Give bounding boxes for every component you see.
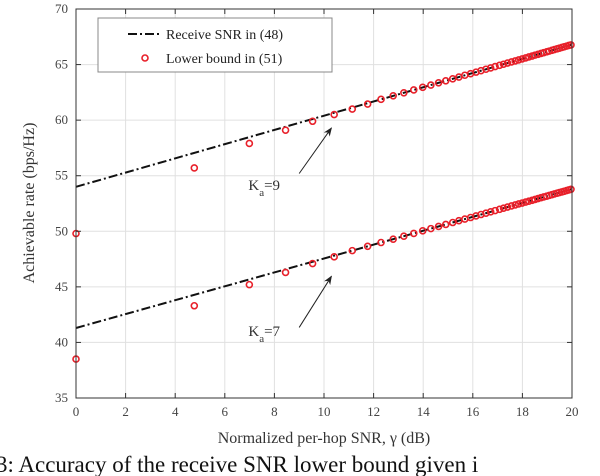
annotation-label: Ka=9 xyxy=(248,178,280,199)
lower-bound-marker xyxy=(409,229,418,238)
lower-bound-marker xyxy=(521,198,530,206)
annotation-arrow xyxy=(298,275,332,328)
lower-bound-marker xyxy=(482,209,490,217)
lower-bound-marker xyxy=(427,81,435,89)
lower-bound-marker xyxy=(377,238,385,247)
lower-bound-marker xyxy=(348,105,357,113)
annotation-value: =9 xyxy=(264,178,280,194)
x-tick-label: 14 xyxy=(417,404,431,419)
y-tick-label: 35 xyxy=(55,390,68,405)
lower-bound-marker xyxy=(514,200,523,208)
lower-bound-marker xyxy=(409,86,418,94)
lower-bound-marker xyxy=(507,202,516,210)
x-axis-label: Normalized per-hop SNR, γ (dB) xyxy=(218,430,430,447)
lower-bound-marker xyxy=(511,57,520,65)
x-tick-label: 2 xyxy=(122,404,129,419)
y-tick-label: 50 xyxy=(55,223,68,238)
x-tick-label: 16 xyxy=(466,404,480,419)
lower-bound-marker xyxy=(482,65,490,74)
lower-bound-marker xyxy=(190,301,199,310)
annotation-subscript: a xyxy=(259,187,264,199)
lower-bound-marker xyxy=(507,58,516,66)
x-tick-label: 6 xyxy=(222,404,229,419)
lower-bound-marker xyxy=(418,83,427,92)
y-axis-label: Achievable rate (bps/Hz) xyxy=(21,123,38,284)
annotation-arrow xyxy=(298,127,332,174)
lower-bound-marker xyxy=(495,205,504,214)
lower-bound-marker xyxy=(348,246,357,255)
series-layer xyxy=(72,41,575,363)
lower-bound-marker xyxy=(377,95,385,104)
annotation-k: K xyxy=(248,324,259,340)
ticks: 0 2 4 6 8 10 12 14 16 18 20 35 40 45 50 55 60 65 70 xyxy=(55,1,579,419)
lower-bound-marker xyxy=(400,89,408,97)
lower-bound-marker xyxy=(427,224,435,233)
annotation-k: K xyxy=(248,178,259,194)
y-tick-label: 55 xyxy=(55,168,68,183)
lower-bound-marker xyxy=(434,78,443,87)
y-tick-label: 70 xyxy=(55,1,68,16)
x-tick-label: 12 xyxy=(367,404,380,419)
x-tick-label: 4 xyxy=(172,404,179,419)
lower-bound-marker xyxy=(499,60,508,69)
lower-bound-marker xyxy=(441,220,450,229)
x-tick-label: 0 xyxy=(73,404,80,419)
lower-bound-marker xyxy=(330,110,338,119)
lower-bound-marker xyxy=(389,235,397,243)
lower-bound-marker xyxy=(503,59,512,67)
lower-bound-marker xyxy=(308,259,317,268)
lower-bound-marker xyxy=(330,253,338,261)
lower-bound-marker xyxy=(434,222,443,231)
lower-bound-marker xyxy=(567,185,575,194)
lower-bound-marker xyxy=(518,199,526,207)
lower-bound-marker xyxy=(491,206,499,215)
lower-bound-marker xyxy=(486,208,495,216)
lower-bound-marker xyxy=(363,242,372,251)
lower-bound-marker xyxy=(245,280,254,289)
x-tick-label: 20 xyxy=(566,404,579,419)
lower-bound-marker xyxy=(567,41,575,49)
lower-bound-marker xyxy=(308,117,317,126)
lower-bound-marker xyxy=(190,164,199,172)
lower-bound-marker xyxy=(245,139,254,148)
y-tick-label: 40 xyxy=(55,334,68,349)
annotation-subscript: a xyxy=(259,333,264,345)
x-tick-label: 10 xyxy=(318,404,331,419)
lower-bound-marker xyxy=(418,227,427,235)
y-tick-label: 45 xyxy=(55,279,68,294)
annotation-label: Ka=7 xyxy=(248,324,280,345)
lower-bound-marker xyxy=(441,76,450,85)
x-tick-label: 18 xyxy=(516,404,529,419)
legend-entry-lower-bound: Lower bound in (51) xyxy=(166,52,283,67)
lower-bound-marker xyxy=(491,62,499,71)
lower-bound-marker xyxy=(511,201,520,209)
annotation-value: =7 xyxy=(264,324,280,340)
lower-bound-marker xyxy=(486,64,495,72)
lower-bound-marker xyxy=(363,100,372,108)
lower-bound-marker xyxy=(400,232,408,240)
legend-box xyxy=(97,17,333,73)
y-tick-label: 65 xyxy=(55,57,68,72)
figure-caption: 3: Accuracy of the receive SNR lower bou… xyxy=(0,452,478,476)
legend-marker-swatch xyxy=(141,54,149,62)
y-tick-label: 60 xyxy=(55,112,68,127)
lower-bound-marker xyxy=(499,204,508,212)
lower-bound-marker xyxy=(281,268,290,277)
lower-bound-marker xyxy=(503,203,512,211)
lower-bound-marker xyxy=(514,56,523,64)
lower-bound-marker xyxy=(389,92,397,100)
x-tick-label: 8 xyxy=(271,404,278,419)
lower-bound-marker xyxy=(495,61,504,70)
annotations: Ka=9Ka=7 xyxy=(248,127,332,345)
legend: Receive SNR in (48) Lower bound in (51) xyxy=(97,17,333,73)
lower-bound-marker xyxy=(281,126,290,134)
lower-bound-marker xyxy=(518,55,526,63)
legend-entry-receive-snr: Receive SNR in (48) xyxy=(166,28,283,43)
